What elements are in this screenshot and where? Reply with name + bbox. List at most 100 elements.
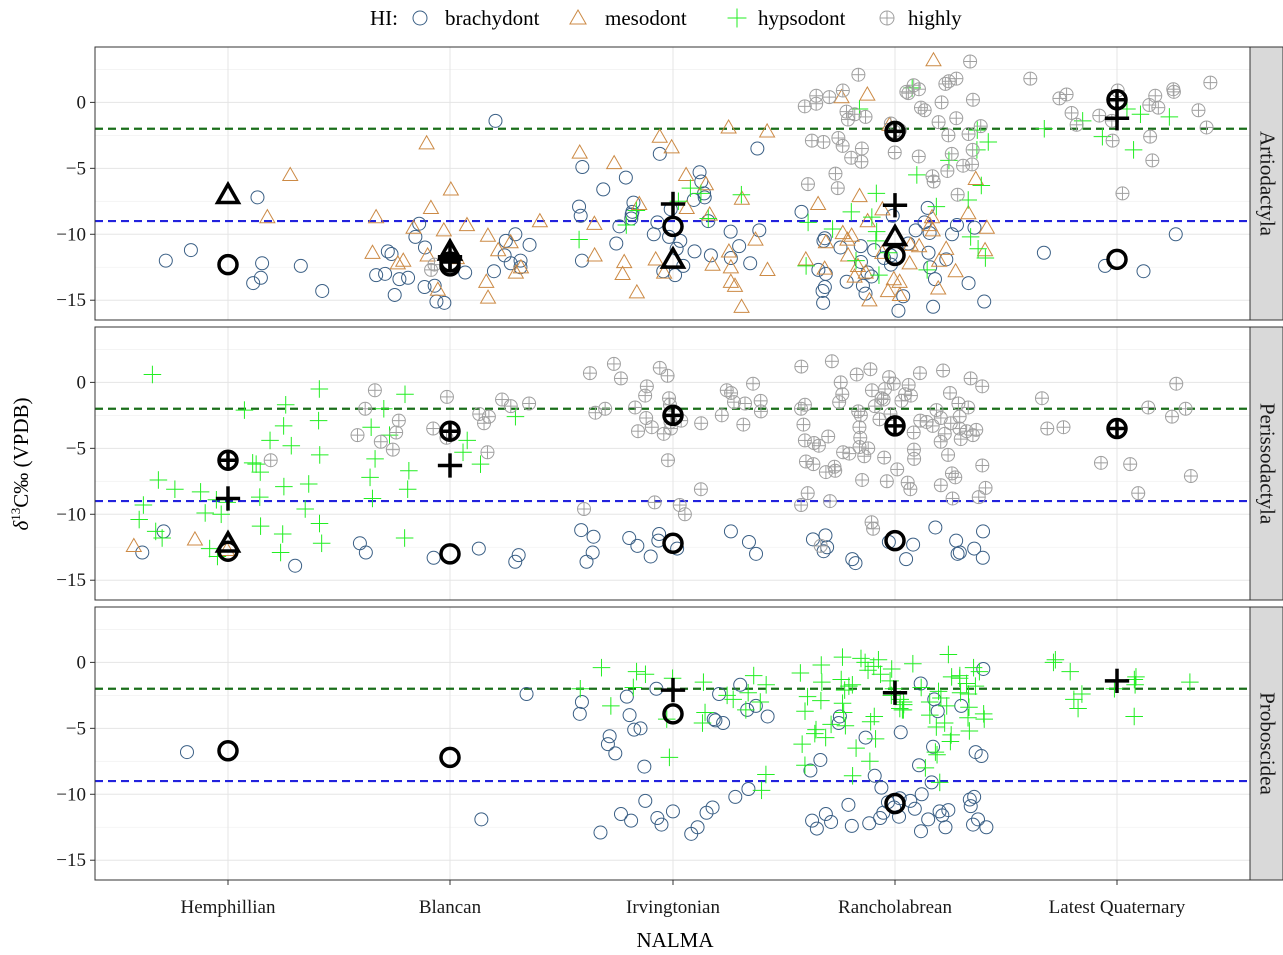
point-brachydont <box>809 821 824 836</box>
point-brachydont <box>519 687 534 702</box>
point-highly <box>804 133 819 148</box>
point-brachydont <box>622 708 637 723</box>
point-highly <box>1166 84 1181 99</box>
point-brachydont <box>387 287 402 302</box>
point-mesodont <box>885 270 903 286</box>
point-brachydont <box>665 804 680 819</box>
point-highly <box>961 127 976 142</box>
point-brachydont <box>427 278 442 293</box>
point-hypsodont <box>737 701 755 719</box>
point-brachydont <box>575 160 590 175</box>
point-highly <box>925 418 940 433</box>
point-brachydont <box>315 283 330 298</box>
point-hypsodont <box>882 660 901 678</box>
point-hypsodont <box>836 716 855 735</box>
point-brachydont <box>832 709 847 724</box>
point-brachydont <box>858 730 873 745</box>
point-highly <box>1148 88 1163 103</box>
point-brachydont <box>650 811 665 826</box>
point-brachydont <box>967 789 982 804</box>
point-mesodont <box>733 298 750 313</box>
point-mesodont <box>281 166 299 182</box>
point-highly <box>975 458 990 473</box>
point-mesodont <box>726 277 744 292</box>
point-mesodont <box>218 541 236 556</box>
point-hypsodont <box>134 496 153 514</box>
point-mesodont <box>531 212 549 228</box>
mean-highly <box>1106 417 1128 440</box>
point-brachydont <box>728 789 743 804</box>
point-brachydont <box>907 801 922 816</box>
point-highly <box>753 404 768 419</box>
point-mesodont <box>879 282 897 298</box>
point-hypsodont <box>867 184 886 203</box>
point-brachydont <box>609 236 624 251</box>
point-hypsodont <box>400 461 418 480</box>
legend: HI: brachydont mesodont hypsodont highly <box>370 6 962 30</box>
point-highly <box>824 354 839 369</box>
point-hypsodont <box>243 454 262 472</box>
point-brachydont <box>844 818 859 833</box>
point-mesodont <box>967 170 985 185</box>
point-highly <box>929 403 944 418</box>
point-hypsodont <box>867 232 885 250</box>
point-brachydont <box>654 817 669 832</box>
point-brachydont <box>384 247 399 262</box>
point-hypsodont <box>694 673 713 691</box>
point-mesodont <box>477 273 495 288</box>
panel-perissodactyla: Perissodactyla 0 −5 −10 −15 <box>56 326 1283 601</box>
point-hypsodont <box>957 674 976 693</box>
point-mesodont <box>186 530 204 546</box>
point-highly <box>806 457 821 472</box>
point-brachydont <box>853 239 868 254</box>
point-hypsodont <box>929 682 948 701</box>
point-brachydont <box>967 220 982 235</box>
point-highly <box>1143 129 1158 144</box>
point-brachydont <box>716 716 731 731</box>
point-hypsodont <box>813 673 831 691</box>
point-brachydont <box>586 529 601 544</box>
point-highly <box>971 490 986 505</box>
point-hypsodont <box>939 645 958 664</box>
point-hypsodont <box>951 666 969 685</box>
point-mesodont <box>655 264 673 279</box>
point-brachydont <box>921 245 936 260</box>
point-brachydont <box>624 207 639 222</box>
point-hypsodont <box>968 121 987 139</box>
legend-key-highly <box>879 10 895 26</box>
point-mesodont <box>910 237 928 253</box>
point-hypsodont <box>916 759 935 777</box>
point-hypsodont <box>843 767 862 785</box>
mean-brachydont <box>662 703 684 725</box>
point-highly <box>937 426 952 441</box>
point-mesodont <box>405 219 422 234</box>
point-highly <box>840 112 855 127</box>
point-highly <box>439 389 454 404</box>
point-highly <box>898 387 913 402</box>
point-brachydont <box>885 208 900 223</box>
grid-lines <box>95 47 1250 320</box>
legend-label-mesodont: mesodont <box>605 6 687 30</box>
point-brachydont <box>818 807 833 822</box>
point-highly <box>628 400 643 415</box>
point-highly <box>714 408 729 423</box>
point-mesodont <box>817 233 835 249</box>
point-brachydont <box>949 218 964 233</box>
point-hypsodont <box>793 735 811 753</box>
point-brachydont <box>950 546 965 561</box>
point-hypsodont <box>398 480 417 498</box>
point-mesodont <box>924 221 942 237</box>
point-highly <box>942 385 957 400</box>
point-mesodont <box>615 253 633 269</box>
point-hypsodont <box>951 683 970 702</box>
point-brachydont <box>962 792 977 807</box>
point-highly <box>832 395 847 410</box>
point-highly <box>495 392 510 407</box>
point-hypsodont <box>191 483 210 501</box>
point-highly <box>1203 75 1218 90</box>
point-brachydont <box>926 739 941 754</box>
point-hypsodont <box>693 714 712 732</box>
point-brachydont <box>928 520 943 535</box>
point-highly <box>965 92 980 107</box>
point-highly <box>737 396 752 411</box>
